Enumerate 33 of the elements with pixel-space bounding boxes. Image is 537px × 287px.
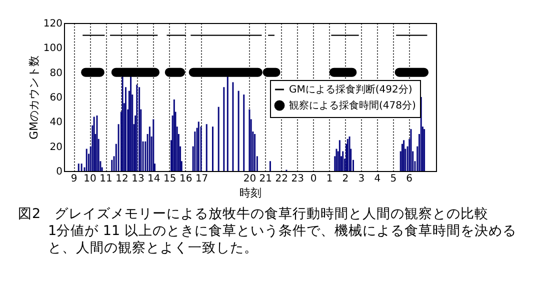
x-tick-label: 16 <box>179 174 192 184</box>
x-tick-label: 2 <box>342 174 349 184</box>
x-tick-label: 15 <box>164 174 176 184</box>
x-tick-label: 5 <box>390 174 397 184</box>
x-tick-label: 3 <box>358 174 365 184</box>
x-tick-label: 13 <box>132 174 144 184</box>
x-tick-label: 17 <box>195 174 208 184</box>
x-tick-label: 4 <box>374 174 381 184</box>
legend-label: GMによる採食判断(492分) <box>289 84 412 96</box>
y-axis-title: GMのカウント数 <box>27 55 40 140</box>
x-tick-label: 10 <box>84 174 96 184</box>
x-tick-label: 14 <box>148 174 160 184</box>
y-tick-label: 0 <box>56 166 62 178</box>
text: 図2 グレイズメモリーによる放牧牛の食草行動時間と人間の観察との比較 <box>18 206 490 223</box>
y-tick-label: 60 <box>50 92 62 104</box>
x-tick-label: 6 <box>406 174 413 184</box>
y-tick-label: 20 <box>50 142 62 153</box>
x-tick-label: 11 <box>100 174 112 184</box>
y-tick-label: 120 <box>43 18 62 30</box>
legend-label: 観察による採食時間(478分) <box>289 100 416 112</box>
x-tick-label: 12 <box>116 174 128 184</box>
x-tick-label: 23 <box>291 174 304 184</box>
y-tick-label: 100 <box>43 43 62 54</box>
text: 1分値が 11 以上のときに食草という条件で、機械による食草時間を決めると、人間の観察とよく一致した。 <box>47 223 518 257</box>
x-tick-label: 22 <box>275 174 288 184</box>
x-tick-label: 1 <box>326 174 333 184</box>
x-tick-label: 21 <box>259 174 272 184</box>
x-tick-label: 9 <box>70 174 78 184</box>
y-tick-label: 40 <box>50 117 62 128</box>
x-tick-label: 20 <box>243 174 256 184</box>
y-tick-label: 80 <box>50 68 62 79</box>
x-axis-title: 時刻 <box>240 186 262 200</box>
x-tick-label: 0 <box>310 174 317 184</box>
